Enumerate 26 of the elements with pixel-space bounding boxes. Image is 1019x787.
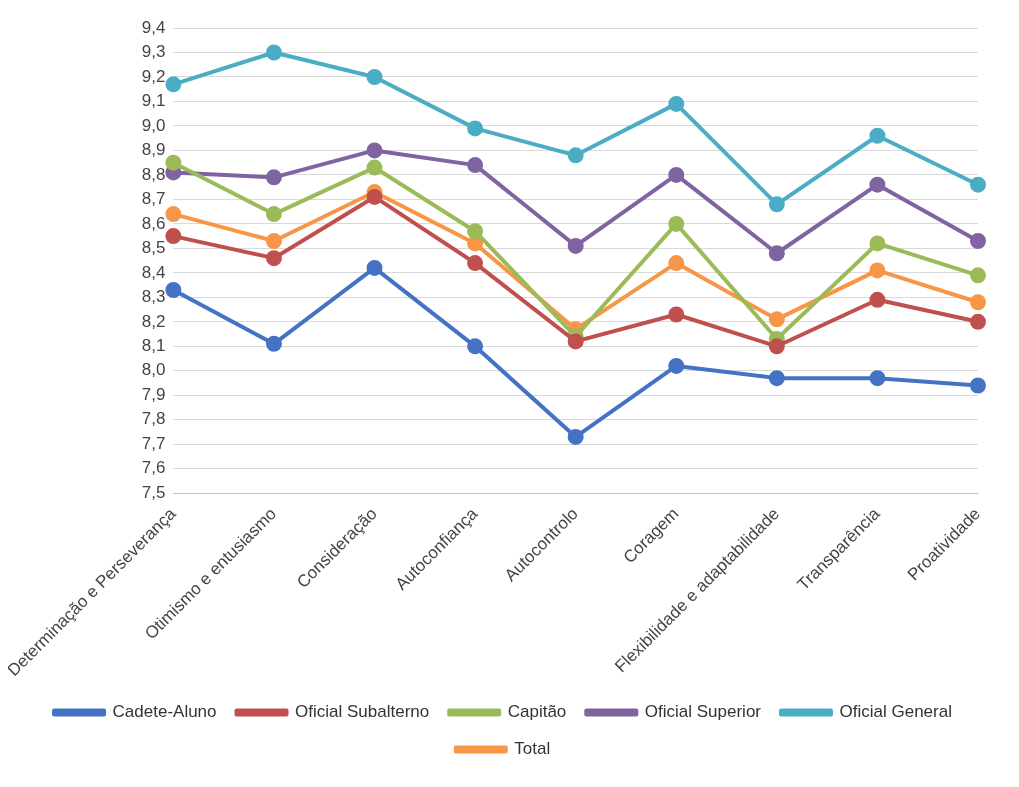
y-tick-label: 8,9 <box>141 140 166 160</box>
y-tick-label: 8,8 <box>141 164 166 184</box>
y-tick-label: 9,4 <box>141 17 166 37</box>
y-tick-label: 8,2 <box>141 311 166 331</box>
y-tick-label: 8,3 <box>141 287 166 307</box>
legend-label: Capitão <box>507 702 567 722</box>
y-tick-label: 7,7 <box>141 433 166 453</box>
y-tick-label: 8,4 <box>141 262 166 282</box>
y-tick-label: 8,5 <box>141 238 166 258</box>
y-tick-label: 7,6 <box>141 458 166 478</box>
legend-label: Cadete-Aluno <box>112 702 217 722</box>
legend-label: Oficial Subalterno <box>295 702 430 722</box>
y-tick-label: 8,0 <box>141 360 166 380</box>
legend-label: Oficial Superior <box>644 702 762 722</box>
y-tick-label: 7,5 <box>141 482 166 502</box>
y-tick-label: 9,1 <box>141 91 166 111</box>
y-tick-label: 9,0 <box>141 115 166 135</box>
y-tick-label: 7,9 <box>141 384 166 404</box>
y-tick-label: 8,7 <box>141 189 166 209</box>
legend-label: Total <box>514 739 551 759</box>
y-tick-label: 8,6 <box>141 213 166 233</box>
y-tick-label: 9,3 <box>141 42 166 62</box>
y-tick-label: 8,1 <box>141 335 166 355</box>
y-tick-label: 9,2 <box>141 66 166 86</box>
legend-label: Oficial General <box>839 702 952 722</box>
y-tick-label: 7,8 <box>141 409 166 429</box>
